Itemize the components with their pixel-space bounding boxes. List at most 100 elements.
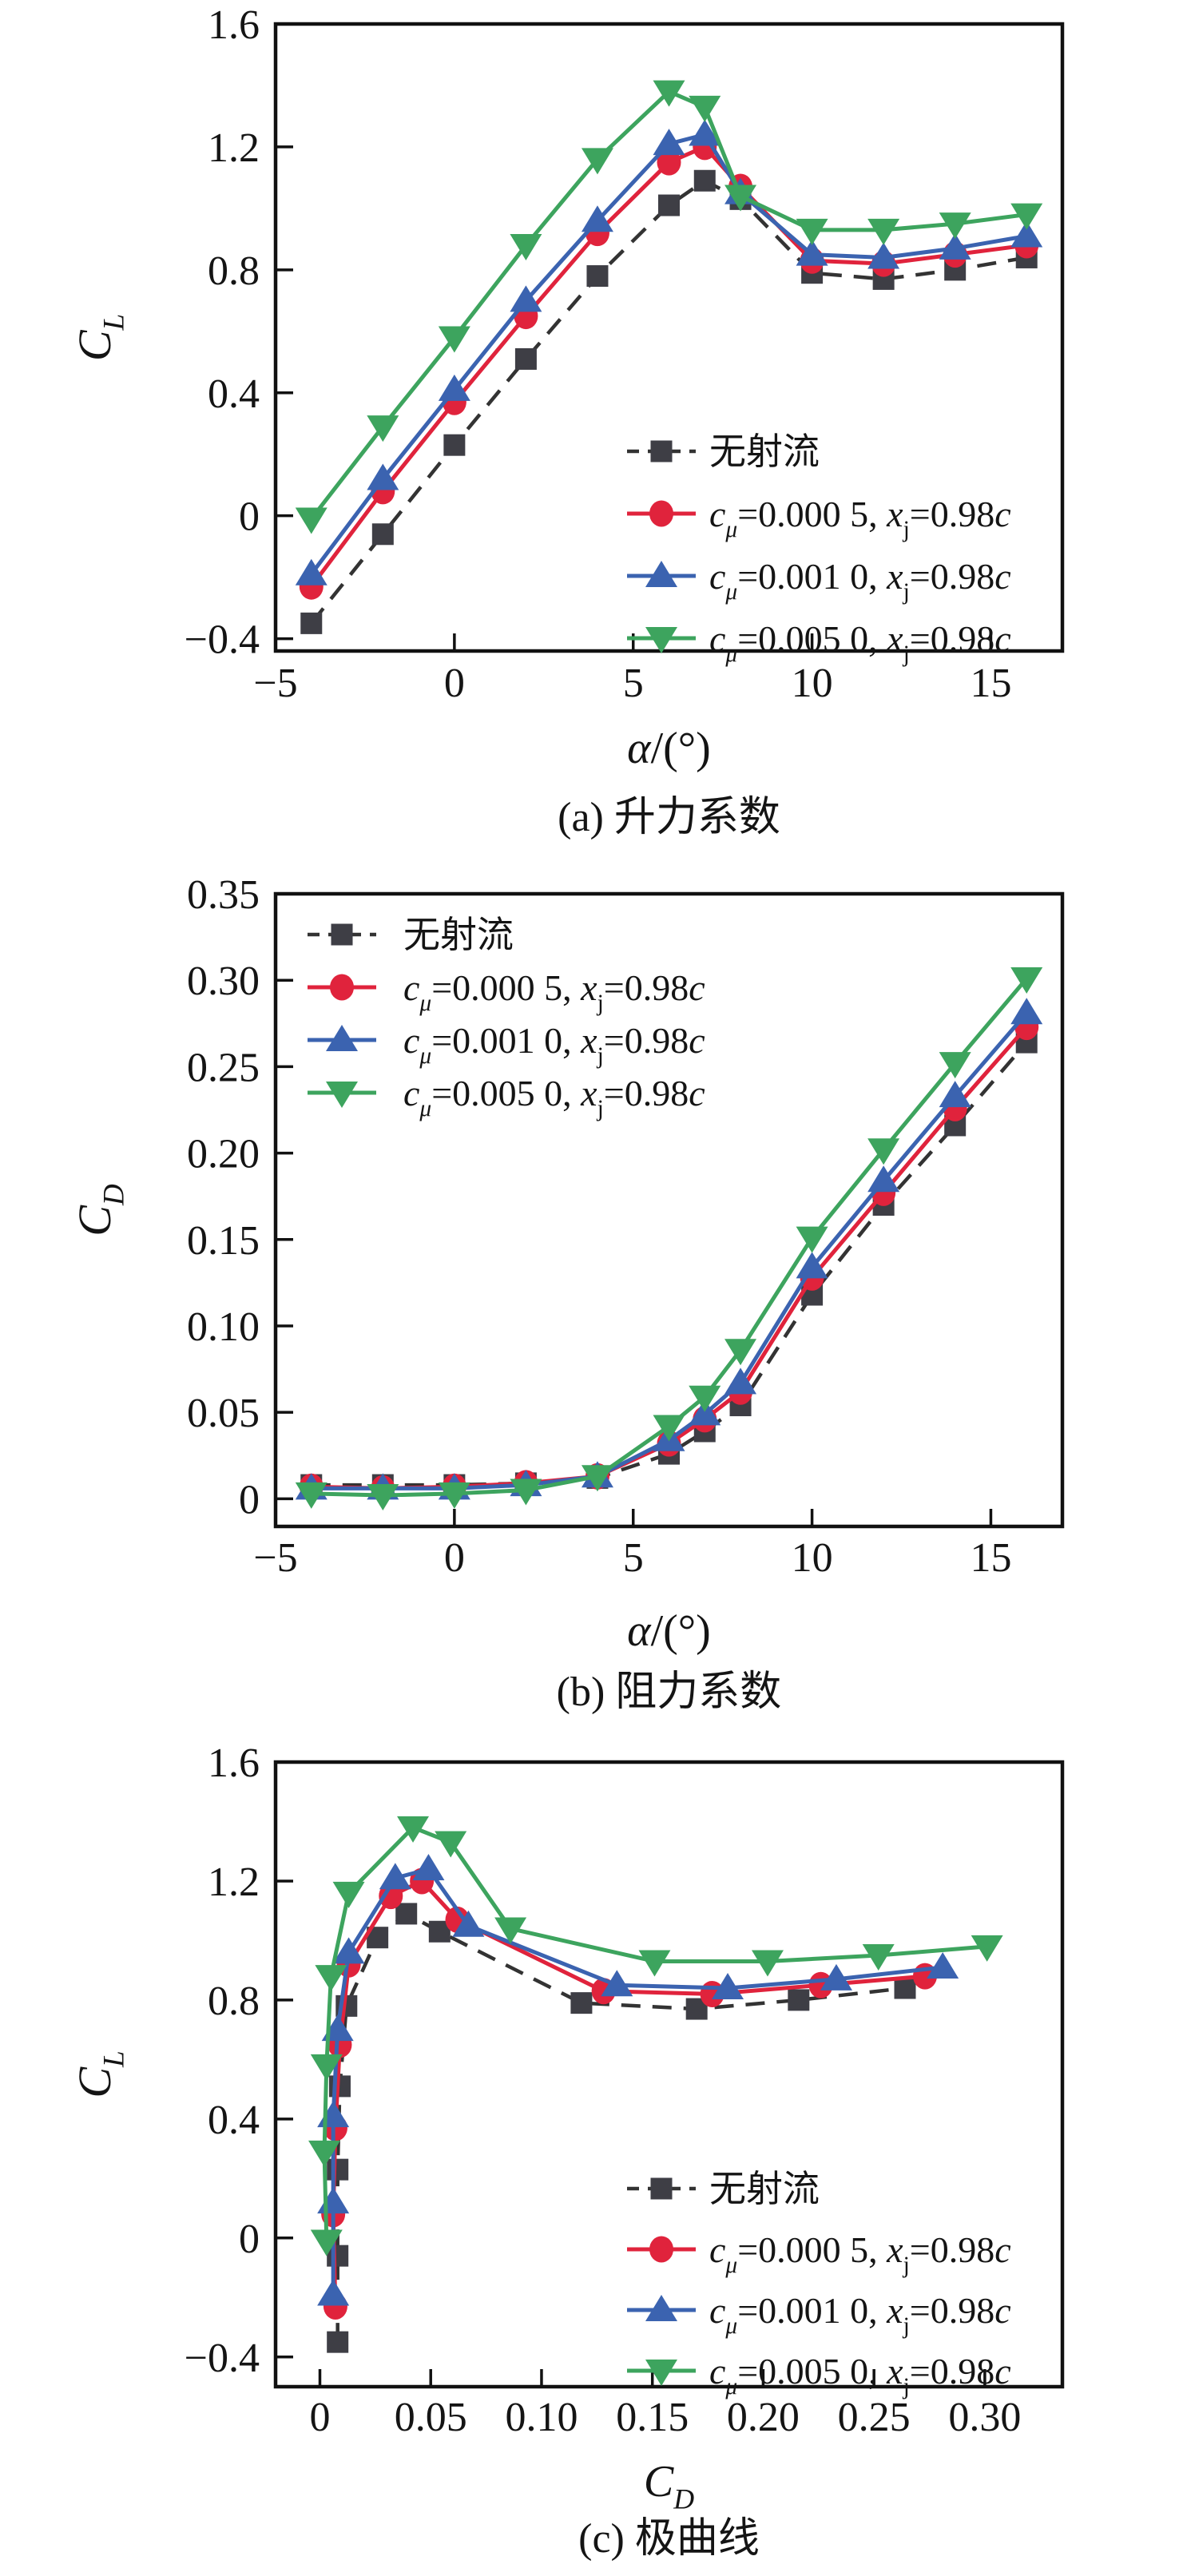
data-point-marker — [510, 1479, 542, 1506]
y-tick-label: 0.25 — [187, 1045, 260, 1090]
legend: 无射流 cμ=0.000 5, xj=0.98c cμ=0.001 0, xj=0.… — [627, 2169, 1011, 2399]
legend-label: cμ=0.005 0, xj=0.98c — [403, 1073, 705, 1121]
data-point-marker — [326, 1082, 358, 1108]
chart-a-block: −5 0 5 10 15 −0.4 0 0.4 0.8 1.2 1.6 α/(°) CL 无射流 cμ=0.… — [0, 0, 1179, 859]
data-point-marker — [939, 1052, 971, 1079]
legend-item: cμ=0.001 0, xj=0.98c — [627, 2290, 1011, 2339]
data-point-marker — [693, 169, 716, 192]
legend-item: cμ=0.000 5, xj=0.98c — [308, 967, 705, 1016]
x-tick-label: 5 — [623, 661, 644, 706]
legend-label: cμ=0.005 0, xj=0.98c — [709, 2351, 1011, 2399]
data-point-marker — [649, 500, 673, 527]
data-point-marker — [295, 1482, 328, 1509]
legend-label: 无射流 — [709, 431, 820, 472]
data-point-marker — [927, 1951, 959, 1979]
data-point-marker — [295, 507, 328, 534]
data-point-marker — [751, 1950, 784, 1977]
y-tick-label: 0.4 — [208, 371, 260, 417]
chart-a-canvas: −5 0 5 10 15 −0.4 0 0.4 0.8 1.2 1.6 α/(°) CL 无射流 cμ=0.… — [69, 2, 1065, 840]
data-point-marker — [645, 627, 677, 653]
y-tick-label: 1.2 — [208, 1860, 260, 1905]
x-tick-label: 10 — [792, 661, 833, 706]
plot-border — [273, 22, 1065, 653]
data-point-marker — [689, 119, 721, 146]
legend-item: 无射流 — [627, 431, 820, 472]
data-point-marker — [894, 1977, 916, 1999]
data-point-marker — [317, 2187, 350, 2214]
y-tick-label: −0.4 — [185, 617, 260, 663]
data-point-marker — [310, 2054, 343, 2081]
data-point-marker — [581, 205, 613, 232]
series-line — [309, 132, 1027, 576]
series-triangle-down — [308, 1816, 1003, 2256]
data-point-marker — [867, 1165, 900, 1193]
data-point-marker — [310, 2229, 343, 2256]
series-line — [309, 89, 1027, 521]
data-point-marker — [653, 129, 685, 156]
data-point-marker — [438, 374, 470, 401]
data-point-marker — [867, 242, 900, 269]
data-point-marker — [586, 265, 609, 288]
chart-c-canvas: 0 0.05 0.10 0.15 0.20 0.25 0.30 −0.4 0 0.4 0.8 1.2 1… — [69, 1740, 1065, 2562]
legend-item: cμ=0.001 0, xj=0.98c — [308, 1020, 705, 1069]
x-tick-label: 0 — [444, 661, 465, 706]
chart-b-block: −5 0 5 10 15 0 0.05 0.10 0.15 0.20 0.25 0.30 0.35 α/(… — [0, 859, 1179, 1717]
y-tick-label: 0.35 — [187, 872, 260, 918]
legend-label: 无射流 — [709, 2169, 820, 2209]
x-tick-label: 10 — [792, 1535, 833, 1581]
data-point-marker — [796, 1226, 828, 1253]
data-point-marker — [650, 440, 673, 462]
data-point-marker — [645, 2360, 677, 2386]
data-point-marker — [689, 95, 721, 122]
data-point-marker — [724, 185, 757, 212]
data-point-marker — [326, 1025, 358, 1051]
data-point-marker — [650, 2177, 673, 2200]
data-point-marker — [649, 2236, 673, 2263]
data-point-marker — [452, 1910, 485, 1937]
data-point-marker — [332, 1881, 365, 1908]
x-axis-title: α/(°) — [627, 1606, 711, 1656]
chart-c-block: 0 0.05 0.10 0.15 0.20 0.25 0.30 −0.4 0 0.4 0.8 1.2 1… — [0, 1717, 1179, 2576]
chart-caption: (a) 升力系数 — [558, 795, 780, 840]
series-triangle-down — [295, 80, 1043, 534]
data-point-marker — [379, 1883, 403, 1910]
data-point-marker — [724, 1339, 757, 1366]
data-point-marker — [645, 2295, 677, 2321]
data-point-marker — [796, 218, 828, 245]
data-point-marker — [1010, 998, 1043, 1025]
chart-b-canvas: −5 0 5 10 15 0 0.05 0.10 0.15 0.20 0.25 0.30 0.35 α/(… — [69, 872, 1065, 1715]
series-line — [311, 977, 1029, 1498]
y-tick-label: 0.15 — [187, 1218, 260, 1264]
x-tick-label: 0 — [309, 2395, 330, 2440]
data-point-marker — [371, 523, 394, 546]
x-tick-label: 15 — [970, 1535, 1011, 1581]
x-tick-label: 0.10 — [505, 2395, 578, 2440]
data-point-marker — [867, 1138, 900, 1165]
data-point-marker — [638, 1950, 671, 1977]
data-point-marker — [939, 212, 971, 240]
data-point-marker — [379, 1863, 411, 1890]
data-point-marker — [514, 347, 537, 370]
data-point-marker — [510, 234, 542, 261]
data-point-marker — [327, 2158, 349, 2181]
chart-caption: (c) 极曲线 — [578, 2516, 760, 2562]
legend-label: cμ=0.000 5, xj=0.98c — [709, 2229, 1011, 2278]
y-tick-label: 0.8 — [208, 248, 260, 294]
data-point-marker — [581, 1465, 613, 1492]
data-point-marker — [653, 1415, 685, 1442]
plot-border — [273, 1760, 1065, 2389]
y-tick-label: −0.4 — [185, 2336, 260, 2381]
data-point-marker — [300, 612, 323, 634]
x-tick-label: 0.30 — [948, 2395, 1021, 2440]
legend-label: cμ=0.000 5, xj=0.98c — [403, 967, 705, 1016]
series-square — [327, 1903, 916, 2353]
axes: 0 0.05 0.10 0.15 0.20 0.25 0.30 −0.4 0 0.4 0.8 1.2 1… — [185, 1740, 1022, 2440]
x-tick-label: 5 — [623, 1535, 644, 1581]
data-point-marker — [867, 218, 900, 245]
data-point-marker — [645, 561, 677, 587]
data-point-marker — [724, 1367, 757, 1395]
y-tick-label: 1.6 — [208, 1740, 260, 1786]
data-point-marker — [395, 1903, 418, 1925]
